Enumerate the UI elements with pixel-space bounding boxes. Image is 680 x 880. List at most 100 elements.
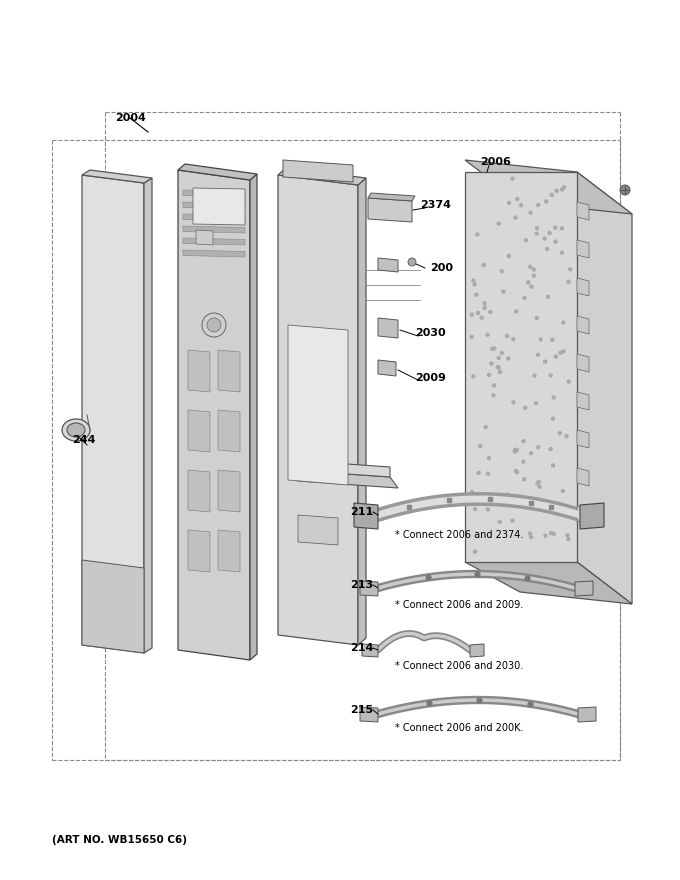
Polygon shape: [82, 560, 144, 653]
Circle shape: [470, 312, 474, 317]
Polygon shape: [298, 515, 338, 545]
Text: * Connect 2006 and 200K.: * Connect 2006 and 200K.: [395, 723, 524, 733]
Text: * Connect 2006 and 2009.: * Connect 2006 and 2009.: [395, 600, 523, 610]
Circle shape: [529, 451, 533, 456]
Circle shape: [530, 506, 534, 510]
Ellipse shape: [62, 419, 90, 441]
Text: * Connect 2006 and 2374.: * Connect 2006 and 2374.: [395, 530, 524, 540]
Circle shape: [529, 284, 534, 289]
Circle shape: [473, 282, 477, 287]
Ellipse shape: [67, 423, 85, 437]
Circle shape: [562, 349, 566, 354]
Circle shape: [537, 485, 542, 489]
Circle shape: [545, 295, 550, 299]
Circle shape: [565, 533, 570, 538]
Polygon shape: [577, 278, 589, 296]
Circle shape: [561, 488, 565, 493]
Circle shape: [496, 222, 501, 226]
Circle shape: [536, 202, 541, 207]
Circle shape: [500, 269, 504, 274]
Circle shape: [543, 533, 547, 538]
Circle shape: [496, 364, 500, 369]
Polygon shape: [82, 175, 144, 653]
Polygon shape: [362, 644, 378, 657]
Circle shape: [487, 456, 491, 460]
Polygon shape: [290, 460, 390, 477]
Polygon shape: [577, 354, 589, 372]
Circle shape: [547, 231, 551, 235]
Circle shape: [507, 201, 511, 205]
Circle shape: [513, 469, 518, 473]
Polygon shape: [188, 470, 210, 512]
Circle shape: [491, 393, 496, 398]
Circle shape: [545, 247, 549, 252]
Circle shape: [500, 351, 504, 356]
Text: 215: 215: [350, 705, 373, 715]
Circle shape: [473, 549, 477, 554]
Circle shape: [534, 226, 539, 231]
Polygon shape: [358, 178, 366, 645]
Polygon shape: [465, 172, 577, 562]
Polygon shape: [178, 164, 257, 180]
Circle shape: [534, 401, 538, 406]
Polygon shape: [368, 198, 412, 222]
Polygon shape: [378, 258, 398, 272]
Polygon shape: [218, 410, 240, 452]
Polygon shape: [470, 644, 484, 657]
Polygon shape: [144, 178, 152, 653]
Circle shape: [534, 231, 539, 236]
Circle shape: [471, 278, 475, 282]
Circle shape: [532, 373, 537, 378]
Circle shape: [549, 531, 554, 535]
Circle shape: [539, 337, 543, 341]
Circle shape: [526, 280, 530, 284]
Polygon shape: [288, 325, 348, 485]
Polygon shape: [178, 170, 250, 660]
Circle shape: [515, 448, 519, 452]
Circle shape: [543, 237, 547, 241]
Circle shape: [511, 337, 515, 341]
Circle shape: [560, 251, 564, 255]
Circle shape: [486, 472, 490, 476]
Circle shape: [524, 238, 528, 243]
Polygon shape: [183, 202, 245, 209]
Polygon shape: [188, 410, 210, 452]
Polygon shape: [183, 238, 245, 245]
Circle shape: [537, 480, 541, 484]
Polygon shape: [188, 350, 210, 392]
Circle shape: [513, 216, 517, 220]
Circle shape: [510, 518, 515, 523]
Circle shape: [513, 448, 517, 452]
Circle shape: [496, 356, 501, 360]
Circle shape: [620, 185, 630, 195]
Circle shape: [490, 347, 494, 351]
Text: 2374: 2374: [420, 200, 451, 210]
Polygon shape: [218, 530, 240, 572]
Polygon shape: [378, 360, 396, 376]
Circle shape: [529, 535, 533, 539]
Circle shape: [515, 470, 520, 474]
Circle shape: [507, 253, 511, 258]
Circle shape: [481, 263, 486, 268]
Text: 2009: 2009: [415, 373, 446, 383]
Circle shape: [546, 503, 550, 508]
Circle shape: [519, 203, 524, 208]
Circle shape: [505, 493, 510, 497]
Circle shape: [483, 425, 488, 429]
Text: 213: 213: [350, 580, 373, 590]
Circle shape: [554, 239, 558, 244]
Text: 211: 211: [350, 507, 373, 517]
Circle shape: [551, 463, 556, 467]
Polygon shape: [577, 430, 589, 448]
Polygon shape: [577, 202, 589, 220]
Circle shape: [534, 316, 539, 320]
Circle shape: [202, 313, 226, 337]
Polygon shape: [278, 168, 366, 185]
Polygon shape: [218, 350, 240, 392]
Text: * Connect 2006 and 2030.: * Connect 2006 and 2030.: [395, 661, 523, 671]
Circle shape: [560, 187, 564, 192]
Circle shape: [549, 447, 553, 451]
Circle shape: [408, 258, 416, 266]
Circle shape: [513, 450, 517, 454]
Text: 244: 244: [72, 435, 95, 445]
